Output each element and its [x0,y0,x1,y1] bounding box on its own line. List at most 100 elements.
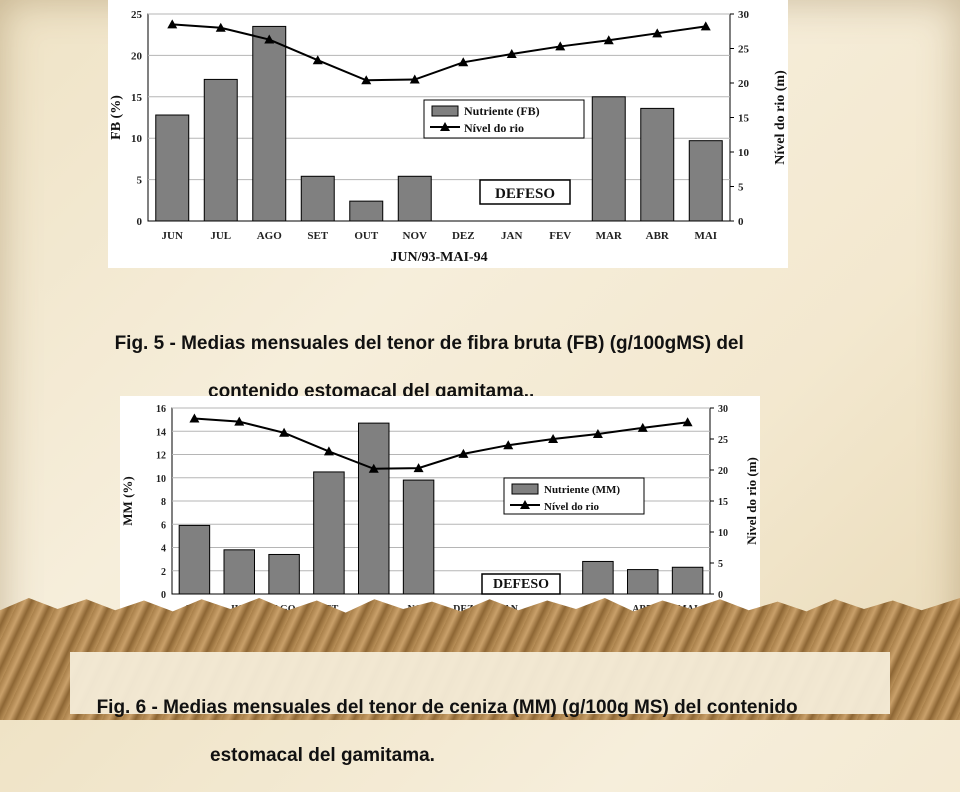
fig5-bar-set [300,175,335,222]
fig6-ylabel: MM (%) [120,476,135,525]
fig6-bar-jul [223,549,255,595]
fig5-river-point-mai [700,21,711,31]
fig5-legend-bar-swatch [431,105,459,117]
fig5-xtick-label: MAI [694,230,717,242]
fig5-bar-mar [591,96,626,222]
fig6-bar-nov [402,479,435,595]
fig6-y2tick-label: 5 [718,559,723,570]
fig5-bar-abr [640,107,675,222]
fig5-river-point-jan [506,49,517,59]
fig6-river-point-ago [279,427,290,437]
fig5-y2tick-label: 20 [738,78,750,90]
fig5-bar-nov [397,175,432,222]
fig5-xtick-label: JAN [501,230,522,242]
fig5-xtick-label: JUN [162,230,183,242]
fig6-y2tick-label: 0 [718,590,723,601]
fig6-ytick-label: 4 [161,544,166,555]
fig6-ytick-label: 6 [161,520,166,531]
fig6-defeso-box [481,573,561,595]
fig6-xtick-label: DEZ [453,604,474,615]
fig6-ytick-label: 2 [161,567,166,578]
fig5-defeso-box [479,179,571,205]
fig5-y2tick-label: 10 [738,147,750,159]
fig5-river-point-dez [458,57,469,67]
fig5-river-point-ago [264,34,275,44]
fig5-xtick-label: FEV [549,230,571,242]
fig5-bar-mai [688,140,723,222]
fig6-ytick-label: 10 [156,474,166,485]
caption-fig6-line1: Fig. 6 - Medias mensuales del tenor de c… [96,697,798,718]
fig6-legend-bar-swatch [511,483,539,495]
fig5-bar-jul [203,78,238,222]
fig6-legend-line-label: Nível do rio [544,501,599,513]
fig5-ytick-label: 0 [137,216,143,228]
fig5-river-point-fev [555,41,566,51]
fig5-ytick-label: 15 [131,92,143,104]
fig5-legend-line-marker [440,122,450,131]
fig6-ytick-label: 0 [161,590,166,601]
fig5-xtick-label: MAR [596,230,623,242]
fig5-bar-jun [155,114,190,222]
fig5-y2tick-label: 5 [738,182,744,194]
fig6-y2tick-label: 30 [718,404,728,415]
fig5-legend-bar-label: Nutriente (FB) [464,104,540,118]
fig5-river-point-jun [167,19,178,29]
fig5-river-point-jul [215,22,226,32]
chart-fig5: 0 5 10 15 20 25 0 5 10 15 20 25 30 JUN JUL AGO SET OUT NOV… [108,0,788,268]
fig5-y2tick-label: 0 [738,216,744,228]
fig5-y2tick-label: 25 [738,44,750,56]
fig5-y2tick-label: 30 [738,9,750,21]
fig5-river-point-set [312,55,323,65]
fig6-river-point-abr [637,422,648,432]
chart-fig6-svg: 0246810121416051015202530JUNJULAGOSETOUT… [120,404,759,637]
fig6-bar-mar [582,560,614,595]
fig5-river-point-nov [409,74,420,84]
fig6-river-point-out [368,463,379,473]
fig5-xtick-label: JUL [210,230,231,242]
fig6-river-point-jun [189,413,200,423]
fig5-xtick-label: NOV [403,230,428,242]
fig6-bar-mai [671,566,704,595]
fig6-ytick-label: 12 [156,451,166,462]
fig5-bar-ago [252,25,287,222]
caption-fig6-line2: estomacal del gamitama. [210,745,435,766]
fig6-river-point-jan [503,440,514,450]
fig6-ytick-label: 14 [156,427,166,438]
fig5-river-line [172,23,706,82]
fig5-ylabel: FB (%) [109,95,124,140]
caption-fig6: Fig. 6 - Medias mensuales del tenor de c… [86,672,798,792]
fig6-ytick-label: 8 [161,497,166,508]
fig6-river-point-nov [413,463,424,473]
fig6-y2label: Nivel do rio (m) [744,457,759,545]
fig5-xlabel: JUN/93-MAI-94 [390,250,487,265]
fig5-xtick-label: DEZ [452,230,475,242]
fig6-bar-out [358,422,390,595]
fig6-river-point-mar [592,429,603,439]
fig6-ytick-label: 16 [156,404,166,415]
fig5-river-point-mar [603,35,614,45]
fig6-bar-ago [268,553,300,595]
fig5-y2tick-label: 15 [738,113,750,125]
fig6-legend-line-marker [520,500,530,509]
fig6-defeso-label: DEFESO [493,577,549,592]
fig6-y2tick-label: 15 [718,497,728,508]
fig6-river-point-fev [548,434,559,443]
chart-fig5-svg: 0 5 10 15 20 25 0 5 10 15 20 25 30 JUN JUL AGO SET OUT NOV… [109,9,788,265]
fig5-ytick-label: 25 [131,9,143,21]
chart-fig6: 0246810121416051015202530JUNJULAGOSETOUT… [120,396,760,637]
fig6-bar-set [313,471,345,595]
fig5-ytick-label: 5 [137,175,143,187]
fig6-river-line [194,417,688,470]
fig6-legend-bar-label: Nutriente (MM) [544,484,620,496]
fig6-river-point-dez [458,448,469,458]
fig5-xtick-label: ABR [646,230,670,242]
fig5-ytick-label: 20 [131,50,143,62]
caption-fig5-line1: Fig. 5 - Medias mensuales del tenor de f… [114,333,744,354]
fig6-river-point-jul [234,416,245,426]
fig6-y2tick-label: 10 [718,528,728,539]
fig5-river-point-out [361,75,372,85]
fig5-xtick-label: OUT [354,230,379,242]
fig5-bar-out [349,200,384,222]
fig6-y2tick-label: 20 [718,466,728,477]
fig6-river-point-mai [682,417,693,427]
